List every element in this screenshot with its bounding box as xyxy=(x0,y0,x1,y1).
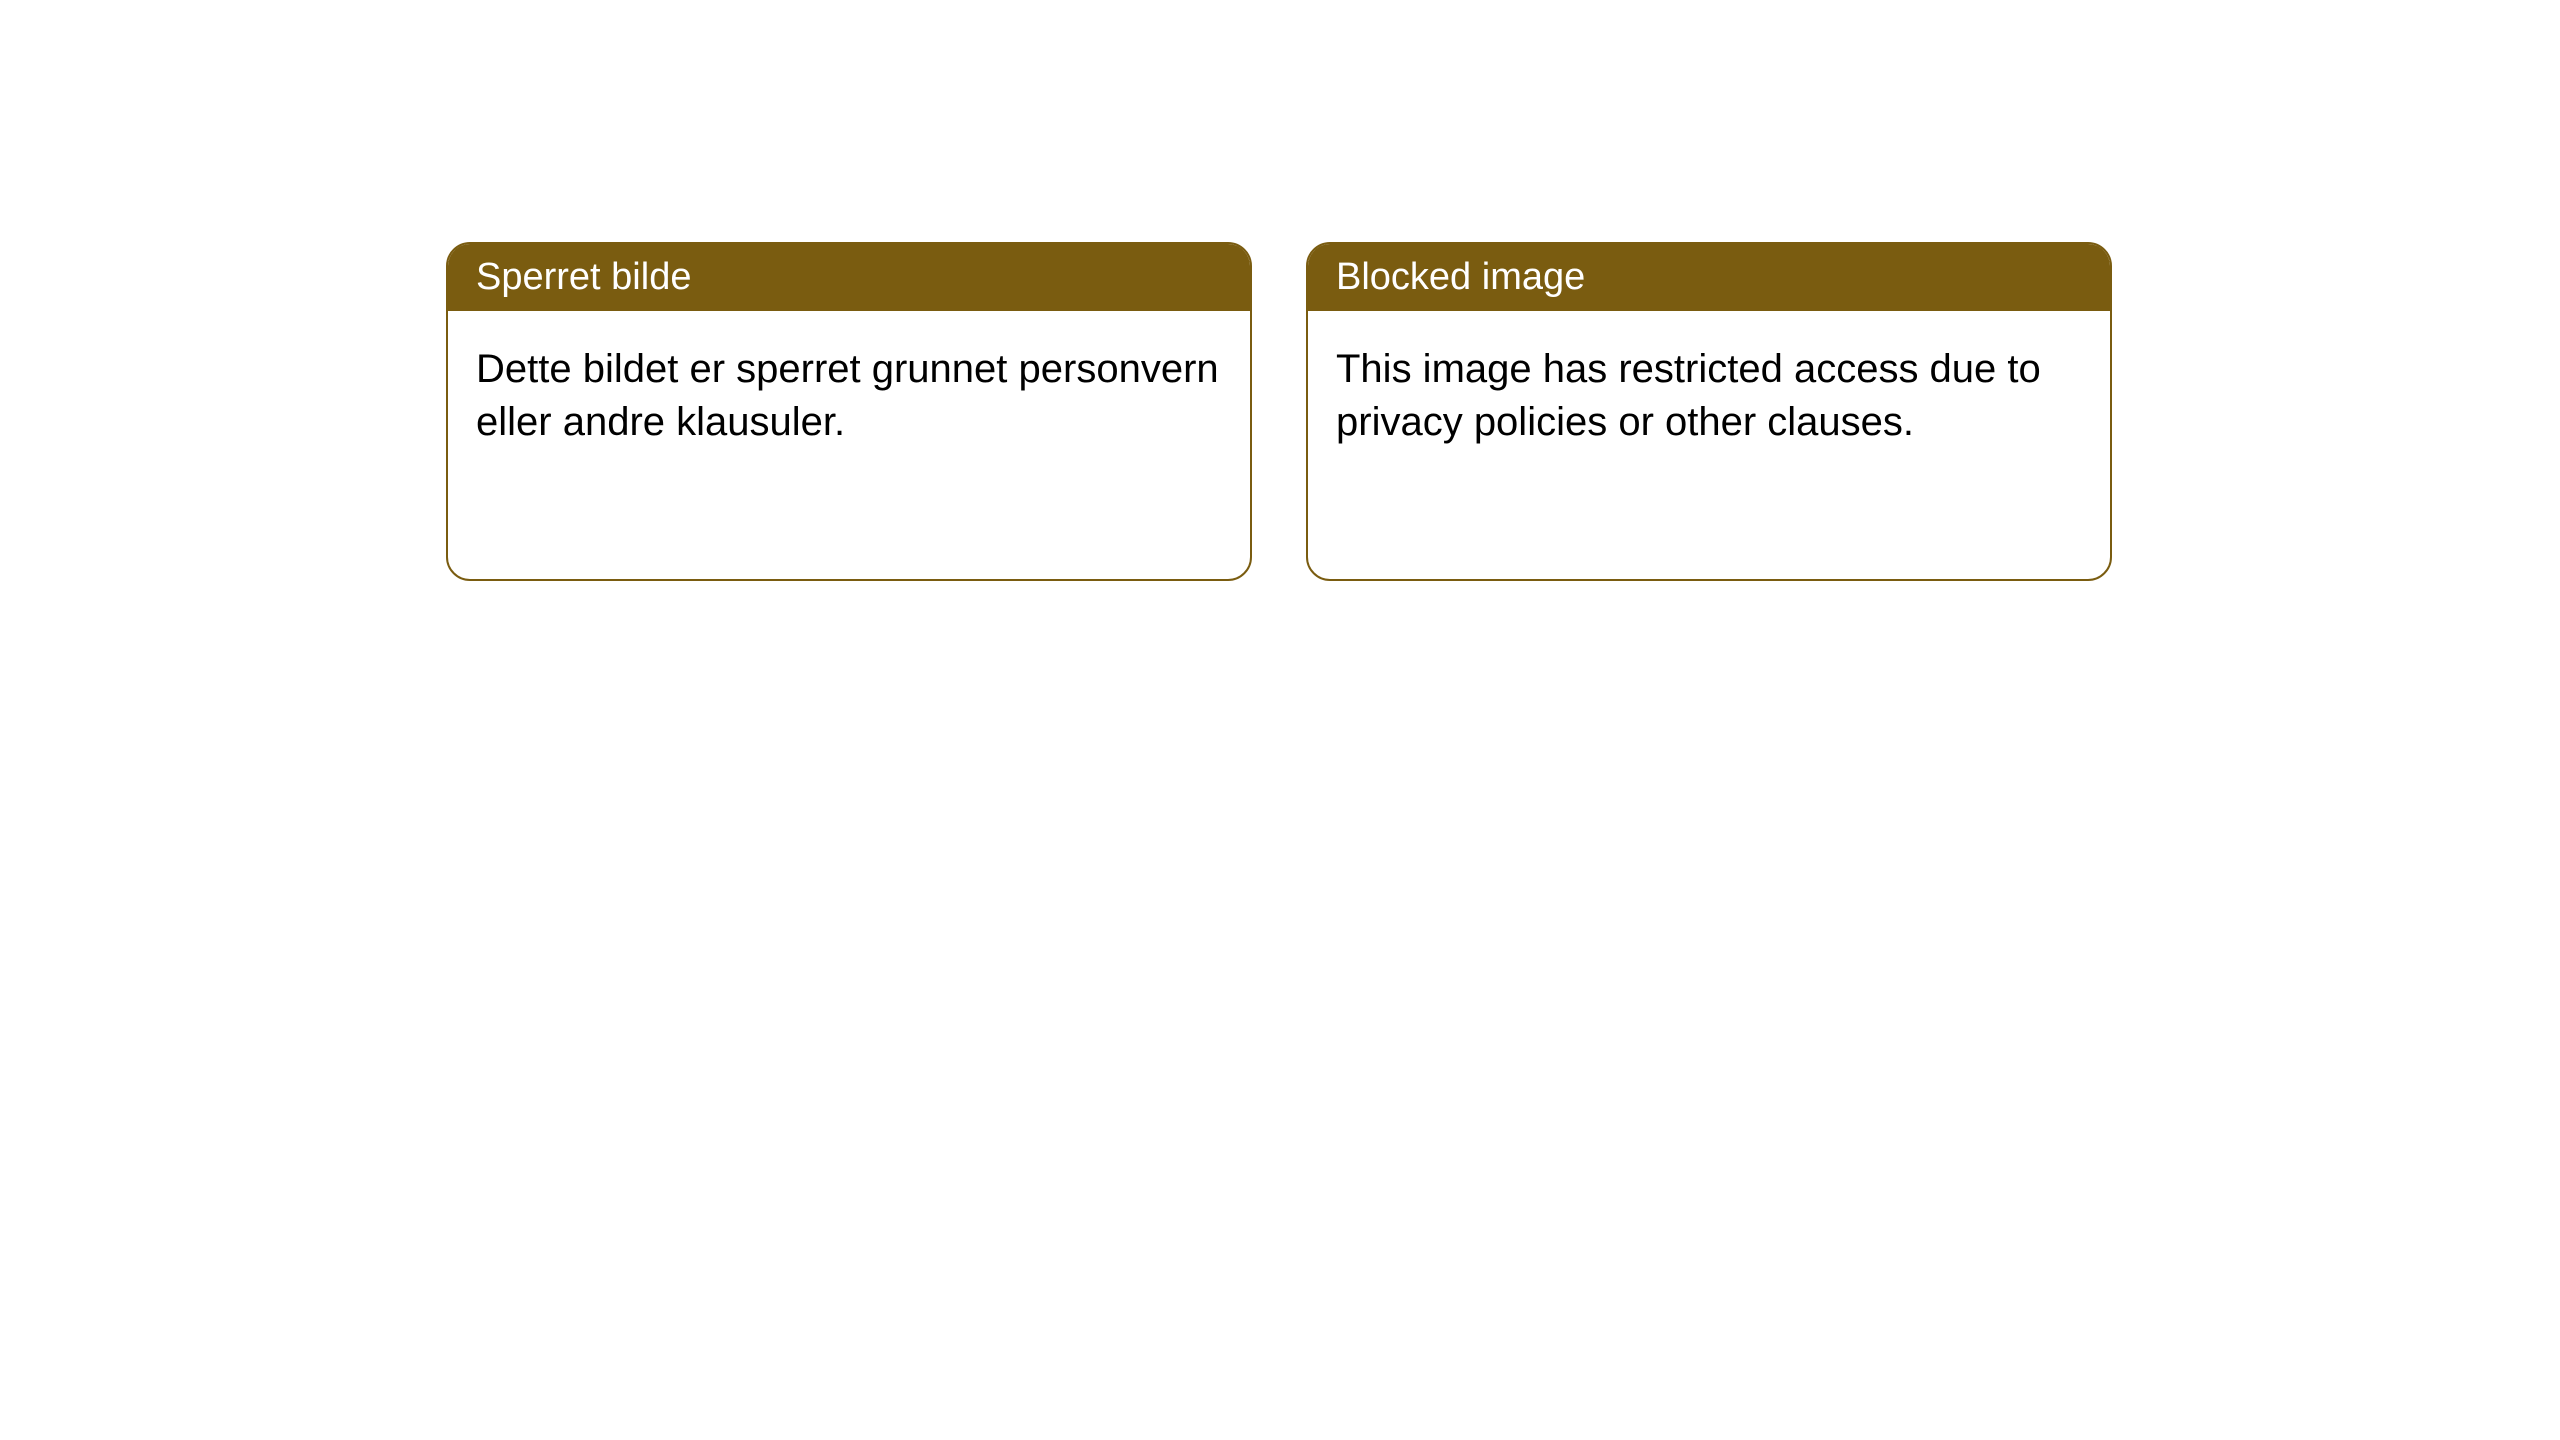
notice-body: This image has restricted access due to … xyxy=(1308,311,2110,477)
notice-container: Sperret bilde Dette bildet er sperret gr… xyxy=(446,242,2112,581)
notice-body: Dette bildet er sperret grunnet personve… xyxy=(448,311,1250,477)
notice-title: Blocked image xyxy=(1308,244,2110,311)
notice-card-english: Blocked image This image has restricted … xyxy=(1306,242,2112,581)
notice-card-norwegian: Sperret bilde Dette bildet er sperret gr… xyxy=(446,242,1252,581)
notice-title: Sperret bilde xyxy=(448,244,1250,311)
